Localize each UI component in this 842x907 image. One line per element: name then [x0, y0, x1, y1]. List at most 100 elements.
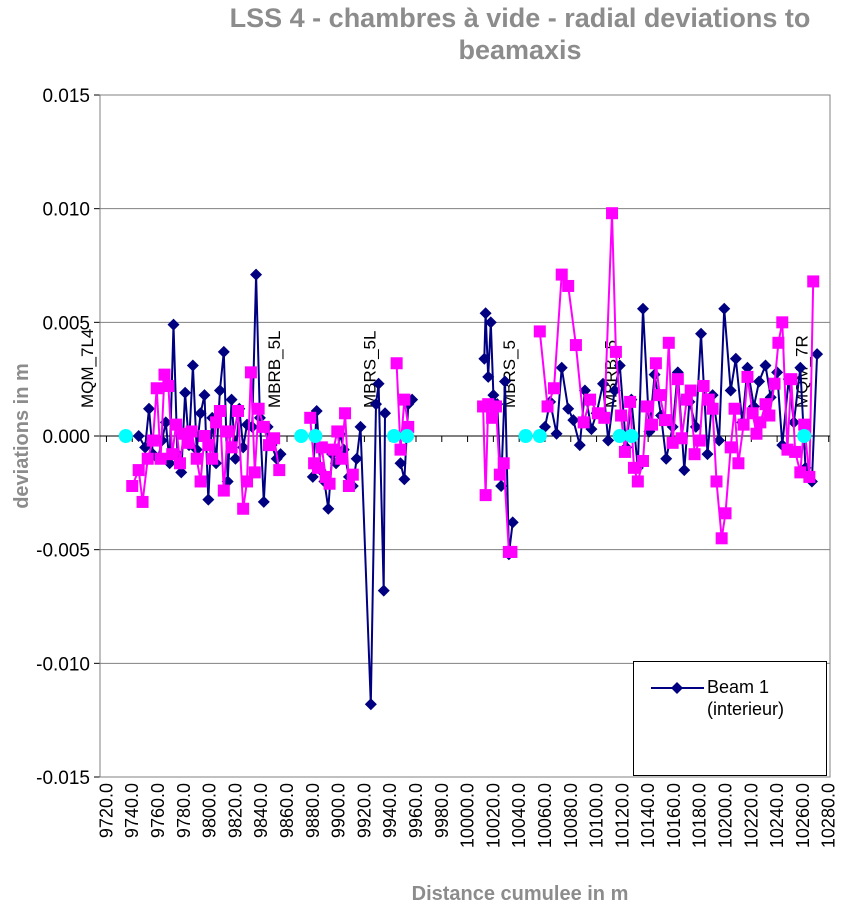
data-point — [718, 302, 731, 315]
data-point — [323, 477, 336, 490]
data-point — [387, 429, 402, 443]
x-tick-label: 9760.0 — [148, 783, 168, 838]
data-point — [807, 275, 820, 288]
data-point — [768, 377, 781, 390]
data-point — [555, 361, 568, 374]
data-point — [162, 379, 175, 392]
data-point — [636, 455, 649, 468]
data-point — [170, 418, 183, 431]
data-point — [701, 448, 714, 461]
data-point — [315, 441, 328, 454]
data-point — [489, 400, 502, 413]
data-point — [729, 352, 742, 365]
data-point — [354, 420, 367, 433]
data-point — [166, 448, 179, 461]
chart-title: LSS 4 - chambres à vide - radial deviati… — [229, 3, 811, 65]
data-point — [577, 416, 590, 429]
data-point — [776, 316, 789, 329]
data-point — [181, 436, 194, 449]
data-point — [252, 402, 265, 415]
data-point — [175, 466, 188, 479]
data-point — [719, 507, 732, 520]
data-point — [541, 400, 554, 413]
data-point — [550, 427, 563, 440]
x-tick-label: 10260.0 — [793, 783, 813, 848]
data-point — [213, 404, 226, 417]
data-point — [331, 425, 344, 438]
data-point — [710, 475, 723, 488]
data-point — [339, 407, 352, 420]
data-point — [158, 368, 171, 381]
data-point — [618, 445, 631, 458]
data-point — [225, 441, 238, 454]
data-point — [377, 584, 390, 597]
data-point — [364, 698, 377, 711]
data-point — [627, 461, 640, 474]
data-point — [555, 268, 568, 281]
x-tick-label: 9920.0 — [354, 783, 374, 838]
annotation: MBRS_5L — [361, 331, 380, 408]
x-tick-label: 9820.0 — [225, 783, 245, 838]
data-point — [608, 384, 621, 397]
data-point — [202, 439, 215, 452]
x-tick-label: 10160.0 — [664, 783, 684, 848]
data-point — [479, 489, 492, 502]
data-point — [482, 370, 495, 383]
data-point — [678, 464, 691, 477]
data-point — [518, 429, 533, 443]
data-point — [304, 411, 317, 424]
data-point — [497, 457, 510, 470]
data-point — [547, 382, 560, 395]
x-tick-label: 10120.0 — [612, 783, 632, 848]
x-tick-label: 10020.0 — [483, 783, 503, 848]
y-tick-label: 0.005 — [42, 313, 90, 334]
data-point — [213, 384, 226, 397]
data-point — [479, 307, 492, 320]
data-point — [746, 407, 759, 420]
data-point — [167, 318, 180, 331]
data-point — [653, 389, 666, 402]
data-point — [185, 425, 198, 438]
data-point — [237, 502, 250, 515]
data-point — [680, 393, 693, 406]
data-point — [487, 389, 500, 402]
data-point — [335, 452, 348, 465]
data-point — [126, 480, 139, 493]
data-point — [394, 443, 407, 456]
data-point — [141, 452, 154, 465]
data-point — [631, 475, 644, 488]
data-point — [229, 452, 242, 465]
data-point — [399, 429, 414, 443]
data-point — [759, 398, 772, 411]
y-tick-label: 0.000 — [42, 427, 90, 448]
data-point — [241, 475, 254, 488]
data-point — [394, 457, 407, 470]
y-tick-label: 0.010 — [42, 200, 90, 221]
y-tick-label: -0.015 — [36, 768, 90, 789]
data-point — [688, 448, 701, 461]
data-point — [713, 434, 726, 447]
y-tick-label: -0.005 — [36, 541, 90, 562]
data-point — [346, 468, 359, 481]
x-axis-label: Distance cumulee in m — [412, 883, 629, 905]
data-point — [217, 484, 230, 497]
data-point — [350, 452, 363, 465]
x-tick-label: 10100.0 — [587, 783, 607, 848]
data-point — [724, 441, 737, 454]
data-point — [257, 495, 270, 508]
data-point — [695, 327, 708, 340]
data-point — [194, 475, 207, 488]
data-point — [697, 379, 710, 392]
data-point — [342, 480, 355, 493]
data-point — [163, 457, 176, 470]
data-point — [612, 429, 627, 443]
data-point — [372, 377, 385, 390]
data-point — [573, 439, 586, 452]
x-tick-label: 10000.0 — [458, 783, 478, 848]
x-tick-label: 9800.0 — [200, 783, 220, 838]
data-point — [658, 414, 671, 427]
data-point — [684, 384, 697, 397]
data-point — [484, 316, 497, 329]
data-point — [217, 345, 230, 358]
